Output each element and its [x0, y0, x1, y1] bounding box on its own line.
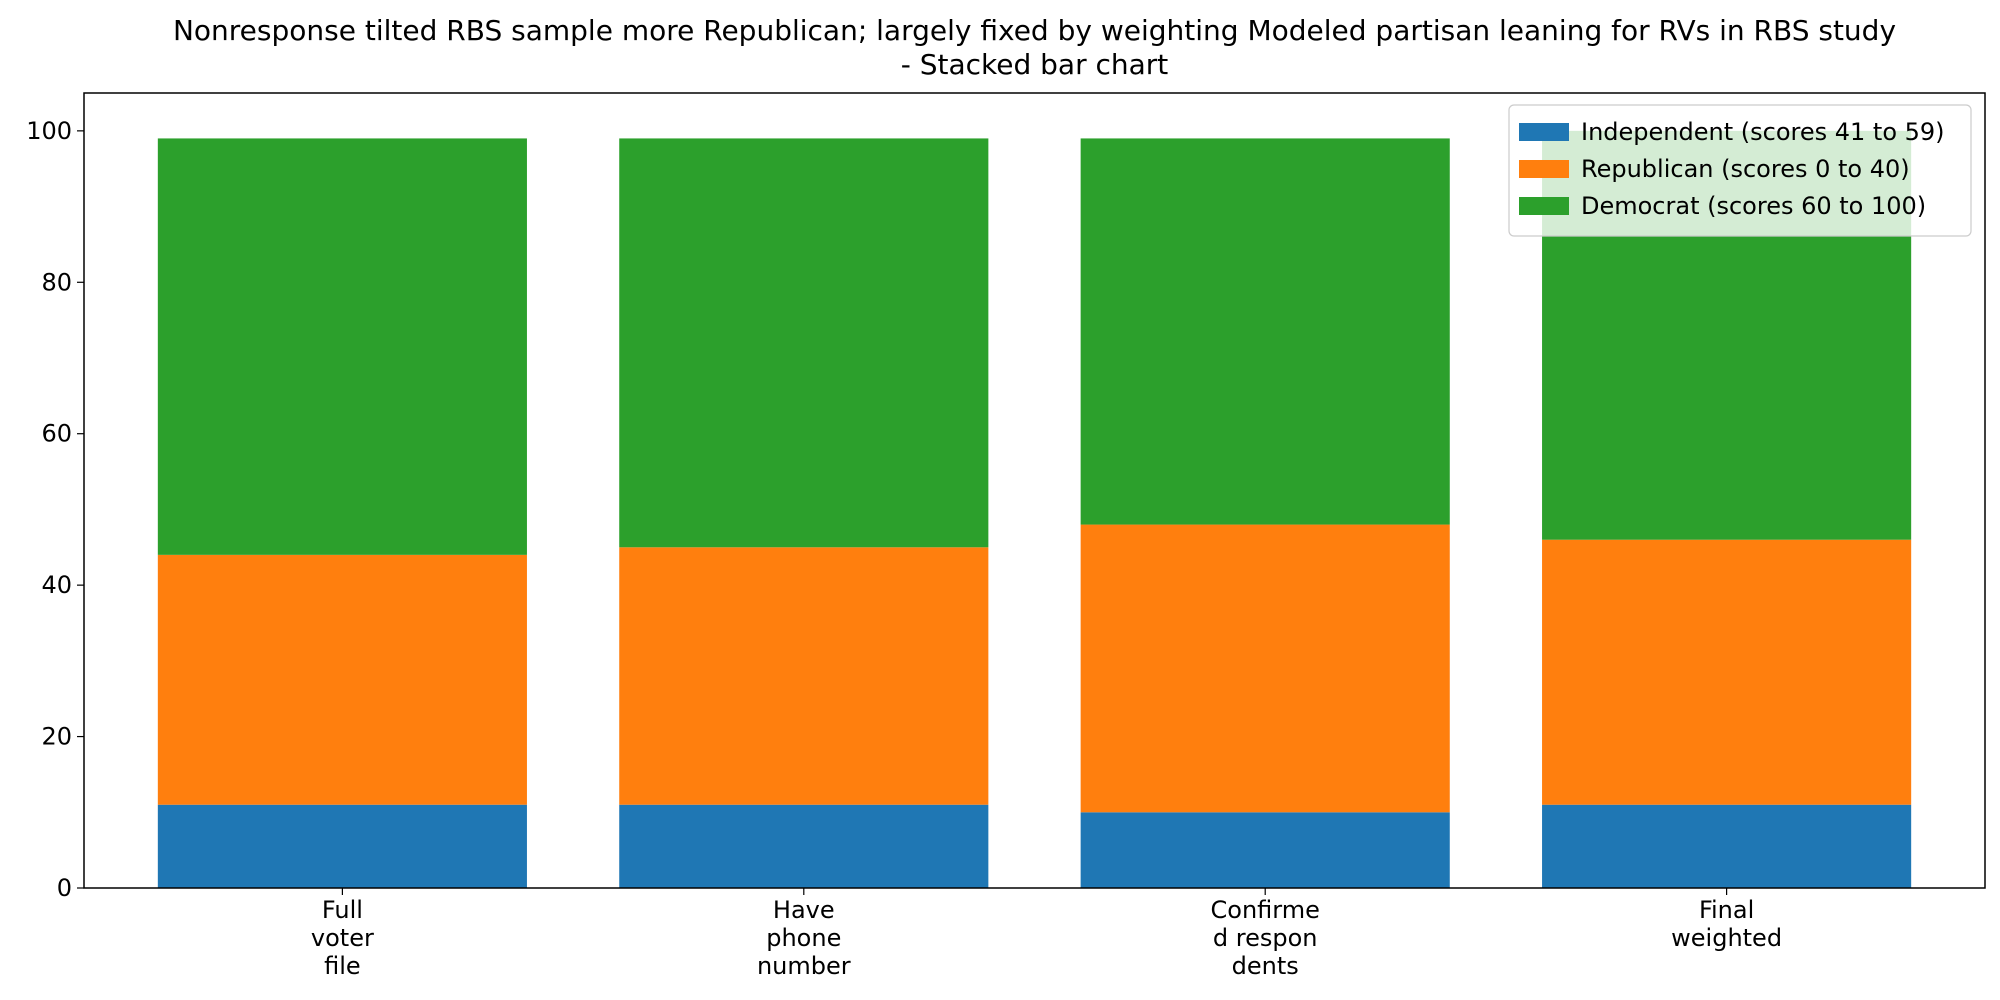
x-tick-label: Have phone number: [757, 896, 851, 980]
legend-label: Independent (scores 41 to 59): [1581, 118, 1945, 146]
bar-segment: [157, 804, 527, 888]
y-tick-label: 40: [41, 571, 72, 599]
x-tick-label: Full voter file: [311, 896, 374, 980]
bar-segment: [619, 138, 989, 548]
bar-segment: [1080, 812, 1450, 888]
y-tick-label: 0: [57, 874, 72, 902]
chart-title-line: Nonresponse tilted RBS sample more Repub…: [173, 14, 1896, 47]
legend-swatch: [1519, 123, 1569, 141]
y-axis: 0 20 40 60 80 100: [26, 117, 84, 902]
bar-segment: [157, 554, 527, 805]
bar-segment: [619, 804, 989, 888]
y-tick-label: 60: [41, 420, 72, 448]
legend-swatch: [1519, 197, 1569, 215]
legend-box: [1508, 104, 1972, 237]
x-axis: Full voter file Have phone number Confirme d re…: [311, 888, 1782, 980]
chart-title-line: - Stacked bar chart: [901, 48, 1169, 81]
y-tick-label: 80: [41, 268, 72, 296]
chart-title: Nonresponse tilted RBS sample more Repub…: [173, 14, 1896, 81]
bar-segment: [1080, 524, 1450, 813]
bar-segment: [1542, 804, 1912, 888]
bar-segment: [1542, 539, 1912, 805]
y-tick-label: 100: [26, 117, 72, 145]
legend-label: Republican (scores 0 to 40): [1581, 155, 1910, 183]
bar-segment: [1080, 138, 1450, 525]
bar-segment: [619, 547, 989, 805]
y-tick-label: 20: [41, 723, 72, 751]
x-tick-label: Final weighted: [1671, 896, 1782, 952]
legend-label: Democrat (scores 60 to 100): [1581, 192, 1926, 220]
legend: Independent (scores 41 to 59) Republican …: [1508, 104, 1972, 237]
bar-segment: [157, 138, 527, 555]
x-tick-label: Confirme d respon dents: [1211, 896, 1320, 980]
bars: [157, 130, 1912, 888]
legend-swatch: [1519, 160, 1569, 178]
plot-area-frame: [83, 92, 1986, 889]
